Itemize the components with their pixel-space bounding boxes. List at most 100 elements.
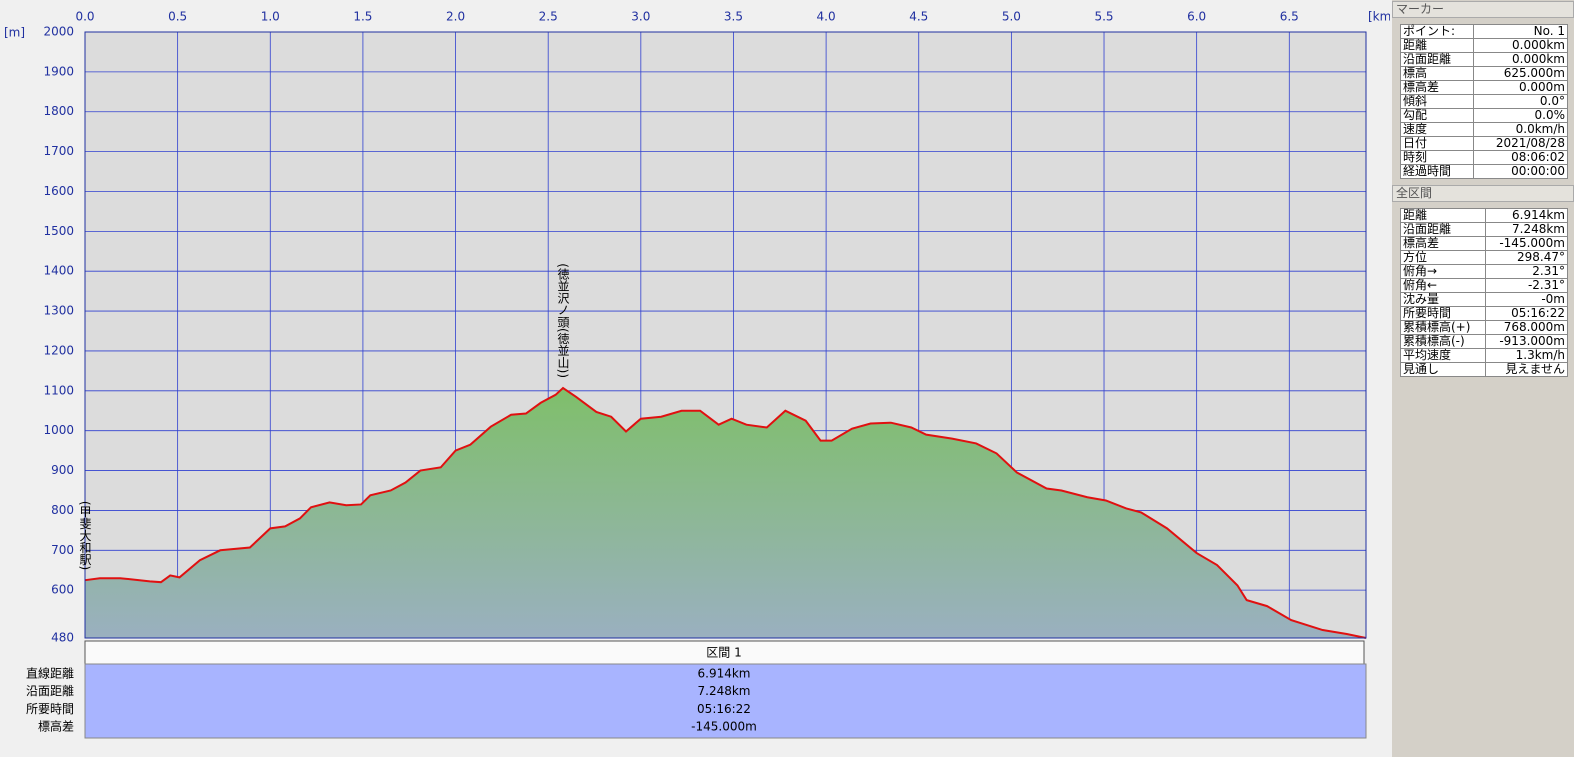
panel-value: 0.000km bbox=[1472, 52, 1569, 67]
panel-label: 距離 bbox=[1400, 208, 1486, 223]
panel-row: 傾斜 0.0° bbox=[1400, 94, 1569, 109]
panel-label: 累積標高(+) bbox=[1400, 320, 1486, 335]
panel-row: 速度 0.0km/h bbox=[1400, 122, 1569, 137]
panel-label: 方位 bbox=[1400, 250, 1486, 265]
y-tick-label: 1800 bbox=[43, 104, 74, 118]
panel-row: 累積標高(+) 768.000m bbox=[1400, 320, 1569, 335]
segment-row-label: 所要時間 bbox=[26, 702, 74, 716]
x-tick-label: 3.0 bbox=[631, 10, 650, 24]
panel-row: 標高 625.000m bbox=[1400, 66, 1569, 81]
panel-label: 沿面距離 bbox=[1400, 222, 1486, 237]
elevation-area bbox=[85, 388, 1366, 638]
panel-row: 見通し 見えません bbox=[1400, 362, 1569, 377]
y-tick-label: 1600 bbox=[43, 184, 74, 198]
panel-row: 沿面距離 0.000km bbox=[1400, 52, 1569, 67]
panel-value: 05:16:22 bbox=[1484, 306, 1569, 321]
x-tick-label: 4.0 bbox=[817, 10, 836, 24]
y-tick-label: 480 bbox=[51, 631, 74, 645]
panel-label: 日付 bbox=[1400, 136, 1474, 151]
panel-label: 勾配 bbox=[1400, 108, 1474, 123]
panel-label: 沈み量 bbox=[1400, 292, 1486, 307]
y-tick-label: 1200 bbox=[43, 343, 74, 357]
panel-value: 0.0km/h bbox=[1472, 122, 1569, 137]
panel-label: ポイント: bbox=[1400, 24, 1474, 39]
y-tick-label: 700 bbox=[51, 543, 74, 557]
annotation: (甲斐大和駅) bbox=[78, 501, 92, 570]
segment-row-value: 7.248km bbox=[698, 684, 751, 698]
panel-label: 時刻 bbox=[1400, 150, 1474, 165]
panel-label: 平均速度 bbox=[1400, 348, 1486, 363]
panel-value: 2021/08/28 bbox=[1472, 136, 1569, 151]
panel-value: 7.248km bbox=[1484, 222, 1569, 237]
y-tick-label: 1500 bbox=[43, 224, 74, 238]
side-panel: マーカー ポイント: No. 1 距離 0.000km 沿面距離 0.000km 標高 625… bbox=[1392, 0, 1574, 757]
x-unit: [km] bbox=[1368, 10, 1390, 24]
panel-label: 速度 bbox=[1400, 122, 1474, 137]
panel-row: 勾配 0.0% bbox=[1400, 108, 1569, 123]
panel-row: 俯角← -2.31° bbox=[1400, 278, 1569, 293]
panel-value: 0.000m bbox=[1472, 80, 1569, 95]
marker-table: ポイント: No. 1 距離 0.000km 沿面距離 0.000km 標高 625.000m… bbox=[1400, 24, 1569, 179]
x-tick-label: 5.5 bbox=[1094, 10, 1113, 24]
panel-label: 傾斜 bbox=[1400, 94, 1474, 109]
panel-label: 沿面距離 bbox=[1400, 52, 1474, 67]
panel-row: ポイント: No. 1 bbox=[1400, 24, 1569, 39]
segment-row-label: 直線距離 bbox=[26, 666, 74, 681]
y-tick-label: 1100 bbox=[43, 383, 74, 397]
x-tick-label: 6.5 bbox=[1280, 10, 1299, 24]
segment-table: 区間 1 直線距離 6.914km 沿面距離 7.248km 所要時間 05:16:22 標… bbox=[26, 640, 1367, 739]
y-tick-label: 900 bbox=[51, 463, 74, 477]
total-title: 全区間 bbox=[1392, 185, 1574, 202]
x-tick-label: 1.0 bbox=[261, 10, 280, 24]
x-tick-label: 0.5 bbox=[168, 10, 187, 24]
panel-row: 所要時間 05:16:22 bbox=[1400, 306, 1569, 321]
x-tick-label: 1.5 bbox=[353, 10, 372, 24]
panel-row: 沈み量 -0m bbox=[1400, 292, 1569, 307]
total-table: 距離 6.914km 沿面距離 7.248km 標高差 -145.000m 方位 298.47… bbox=[1400, 208, 1569, 377]
panel-value: 2.31° bbox=[1484, 264, 1569, 279]
x-tick-label: 3.5 bbox=[724, 10, 743, 24]
panel-row: 標高差 0.000m bbox=[1400, 80, 1569, 95]
panel-row: 標高差 -145.000m bbox=[1400, 236, 1569, 251]
y-tick-label: 1400 bbox=[43, 264, 74, 278]
panel-value: 6.914km bbox=[1484, 208, 1569, 223]
panel-value: 1.3km/h bbox=[1484, 348, 1569, 363]
panel-value: 見えません bbox=[1484, 362, 1569, 377]
x-tick-label: 2.5 bbox=[539, 10, 558, 24]
annotation: (徳並沢ノ頭(徳並山)) bbox=[556, 263, 570, 378]
panel-value: -0m bbox=[1484, 292, 1569, 307]
profile-chart: [m] [km] 区間 1 直線距離 6.914km 沿面距離 7.248km 所要時間… bbox=[4, 10, 1390, 739]
x-tick-label: 0.0 bbox=[75, 10, 94, 24]
panel-row: 沿面距離 7.248km bbox=[1400, 222, 1569, 237]
panel-value: -145.000m bbox=[1484, 236, 1569, 251]
panel-label: 標高 bbox=[1400, 66, 1474, 81]
y-unit: [m] bbox=[4, 26, 25, 40]
panel-label: 所要時間 bbox=[1400, 306, 1486, 321]
segment-row-value: 05:16:22 bbox=[697, 702, 751, 716]
panel-row: 距離 6.914km bbox=[1400, 208, 1569, 223]
panel-value: -913.000m bbox=[1484, 334, 1569, 349]
panel-label: 距離 bbox=[1400, 38, 1474, 53]
panel-row: 累積標高(-) -913.000m bbox=[1400, 334, 1569, 349]
panel-value: 298.47° bbox=[1484, 250, 1569, 265]
y-tick-label: 1300 bbox=[43, 304, 74, 318]
y-tick-label: 1000 bbox=[43, 423, 74, 437]
panel-value: -2.31° bbox=[1484, 278, 1569, 293]
panel-label: 見通し bbox=[1400, 362, 1486, 377]
plot-border bbox=[84, 31, 1367, 639]
panel-row: 平均速度 1.3km/h bbox=[1400, 348, 1569, 363]
panel-value: 00:00:00 bbox=[1472, 164, 1569, 179]
segment-row-value: 6.914km bbox=[698, 667, 751, 681]
y-tick-label: 1900 bbox=[43, 64, 74, 78]
panel-value: 08:06:02 bbox=[1472, 150, 1569, 165]
panel-value: 0.0% bbox=[1472, 108, 1569, 123]
x-tick-label: 6.0 bbox=[1187, 10, 1206, 24]
panel-label: 俯角← bbox=[1400, 278, 1486, 293]
panel-label: 経過時間 bbox=[1400, 164, 1474, 179]
panel-row: 方位 298.47° bbox=[1400, 250, 1569, 265]
marker-title: マーカー bbox=[1392, 1, 1574, 18]
elevation-line bbox=[84, 386, 1367, 639]
segment-row-label: 沿面距離 bbox=[26, 684, 74, 698]
x-tick-label: 2.0 bbox=[446, 10, 465, 24]
